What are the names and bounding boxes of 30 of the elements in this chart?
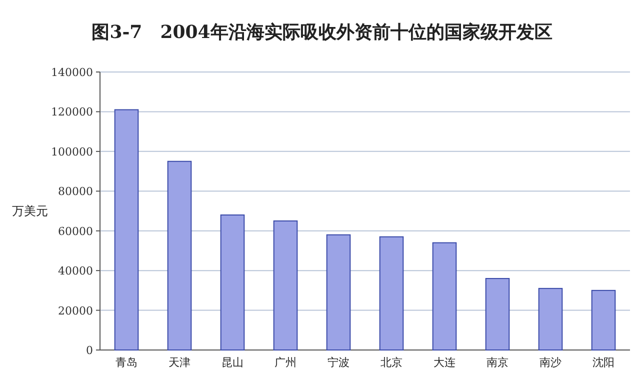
x-tick-label: 昆山 — [222, 356, 244, 369]
chart-title: 图3-7 2004年沿海实际吸收外资前十位的国家级开发区 — [92, 22, 552, 43]
y-tick-label: 140000 — [51, 66, 93, 79]
bar — [114, 109, 139, 350]
bar — [167, 160, 192, 350]
bar — [273, 220, 298, 350]
y-tick-label: 20000 — [58, 304, 93, 318]
y-tick-label: 40000 — [58, 264, 93, 278]
x-tick-label: 南京 — [486, 356, 508, 369]
y-tick-label: 80000 — [58, 185, 93, 198]
y-axis-title: 万美元 — [12, 204, 48, 218]
y-tick-label: 60000 — [58, 224, 93, 238]
x-tick-label: 青岛 — [116, 356, 138, 369]
y-tick-label: 0 — [86, 344, 93, 357]
x-tick-label: 天津 — [168, 356, 190, 369]
bar — [379, 236, 404, 350]
x-tick-label: 北京 — [380, 356, 402, 369]
bar — [485, 278, 510, 350]
x-tick-label: 南沙 — [540, 356, 562, 369]
x-tick-label: 沈阳 — [592, 356, 614, 369]
bar — [220, 214, 245, 350]
bar — [591, 290, 616, 350]
y-tick-label: 100000 — [51, 145, 93, 158]
y-tick-label: 120000 — [51, 106, 93, 119]
x-tick-label: 大连 — [434, 356, 456, 369]
x-tick-label: 宁波 — [328, 356, 350, 369]
bar — [432, 242, 457, 350]
bar — [326, 234, 351, 350]
bar — [538, 288, 563, 350]
x-tick-label: 广州 — [274, 356, 296, 369]
